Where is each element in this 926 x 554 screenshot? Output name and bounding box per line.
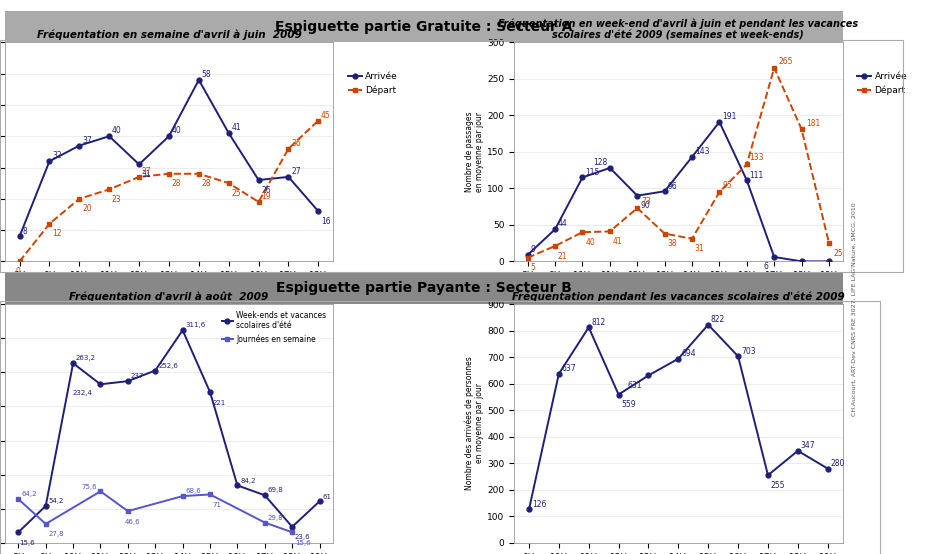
Legend: Arrivée, Départ: Arrivée, Départ [854, 69, 911, 99]
Text: 41: 41 [613, 237, 622, 246]
Text: 28: 28 [202, 179, 211, 188]
Text: 16: 16 [321, 217, 331, 226]
Text: 559: 559 [621, 400, 636, 409]
Legend: Week-ends et vacances
scolaires d'été, Journées en semaine: Week-ends et vacances scolaires d'été, J… [219, 308, 330, 347]
Title: Fréquentation d'avril à août  2009: Fréquentation d'avril à août 2009 [69, 291, 269, 302]
Text: 40: 40 [585, 238, 595, 247]
Text: 23: 23 [112, 195, 121, 204]
Text: 5: 5 [531, 263, 535, 272]
Text: 27: 27 [292, 167, 301, 176]
Text: 95: 95 [722, 181, 732, 190]
Text: 37: 37 [82, 136, 92, 145]
Text: 0: 0 [16, 267, 20, 276]
Y-axis label: Nombre de passages
en moyenne par jour: Nombre de passages en moyenne par jour [465, 111, 484, 192]
Text: 19: 19 [261, 192, 271, 201]
Text: 280: 280 [831, 459, 845, 468]
Text: 96: 96 [668, 182, 677, 191]
Text: 32: 32 [52, 151, 62, 161]
Text: 311,6: 311,6 [185, 322, 206, 329]
Text: Espiguette partie Payante : Secteur B: Espiguette partie Payante : Secteur B [276, 281, 571, 295]
Text: 263,2: 263,2 [76, 356, 96, 362]
Text: 27: 27 [142, 167, 152, 176]
Text: 20: 20 [82, 204, 92, 213]
Text: 54,2: 54,2 [48, 498, 64, 504]
Text: 26: 26 [261, 186, 271, 194]
Text: 40: 40 [171, 126, 181, 135]
Text: 45: 45 [321, 111, 331, 120]
Text: 28: 28 [171, 179, 181, 188]
Text: 265: 265 [779, 57, 793, 66]
Text: 252,6: 252,6 [158, 363, 178, 369]
Title: Fréquentation en week-end d'avril à juin et pendant les vacances
scolaires d'été: Fréquentation en week-end d'avril à juin… [498, 18, 858, 40]
Text: 23,6: 23,6 [295, 534, 310, 540]
Text: 25: 25 [232, 189, 241, 198]
Text: Espiguette partie Gratuite : Secteur A: Espiguette partie Gratuite : Secteur A [275, 20, 572, 34]
Text: 41: 41 [232, 124, 241, 132]
Text: 637: 637 [561, 364, 576, 373]
Text: 128: 128 [594, 158, 607, 167]
Text: 111: 111 [749, 171, 764, 179]
Text: 90: 90 [640, 201, 650, 210]
Title: Fréquentation en semaine d'avril à juin  2009: Fréquentation en semaine d'avril à juin … [36, 30, 301, 40]
Text: 181: 181 [806, 120, 820, 129]
Text: 6: 6 [763, 263, 768, 271]
Text: 27,8: 27,8 [48, 531, 64, 537]
Text: 221: 221 [213, 399, 226, 406]
Text: 21: 21 [557, 252, 568, 260]
Text: 347: 347 [801, 441, 815, 450]
Text: 46,6: 46,6 [125, 519, 141, 525]
Text: 703: 703 [741, 347, 756, 356]
Text: 15,6: 15,6 [295, 540, 310, 546]
Text: 73: 73 [642, 197, 651, 206]
Text: Passages = arrivées et départs: Passages = arrivées et départs [723, 292, 843, 301]
Text: 36: 36 [292, 139, 301, 148]
Text: 25: 25 [833, 249, 843, 258]
Text: 69,8: 69,8 [268, 488, 283, 494]
Title: Fréquentation pendant les vacances scolaires d'été 2009: Fréquentation pendant les vacances scola… [512, 291, 845, 302]
Text: 71: 71 [213, 502, 222, 508]
Text: 822: 822 [711, 315, 725, 324]
Text: 126: 126 [532, 500, 546, 509]
Text: 255: 255 [770, 481, 785, 490]
Legend: Arrivée, Départ: Arrivée, Départ [344, 69, 402, 99]
Text: 133: 133 [749, 153, 764, 162]
Text: 191: 191 [722, 112, 736, 121]
Y-axis label: Nombre des arrivées de personnes
en moyenne par jour: Nombre des arrivées de personnes en moye… [464, 357, 484, 490]
Text: CH.Aucourt, ART-Dev CNRS FRE 3027, LIFE LAG'Nature, SMCG, 2010: CH.Aucourt, ART-Dev CNRS FRE 3027, LIFE … [851, 202, 857, 416]
Text: 694: 694 [682, 349, 695, 358]
Text: 631: 631 [628, 381, 642, 390]
Text: 68,6: 68,6 [185, 488, 201, 494]
Text: 115: 115 [585, 168, 600, 177]
Text: 143: 143 [694, 147, 709, 156]
Text: 232,4: 232,4 [73, 391, 93, 397]
Text: 64,2: 64,2 [21, 491, 37, 497]
Text: 8: 8 [22, 227, 27, 235]
Text: 12: 12 [52, 229, 62, 238]
Text: 84,2: 84,2 [240, 478, 256, 484]
Text: 237: 237 [131, 373, 144, 379]
Text: 15,6: 15,6 [19, 540, 35, 546]
Text: 58: 58 [202, 70, 211, 79]
Text: 38: 38 [668, 239, 677, 248]
Text: 75,6: 75,6 [81, 484, 96, 490]
Text: 61: 61 [322, 494, 332, 500]
Text: 44: 44 [557, 219, 568, 228]
Text: 29,8: 29,8 [268, 515, 283, 521]
Text: 31: 31 [694, 244, 705, 253]
Text: 9: 9 [531, 245, 535, 254]
Text: Passages = arrivées et départs: Passages = arrivées et départs [214, 292, 333, 301]
Text: 812: 812 [592, 317, 606, 327]
Text: 40: 40 [112, 126, 121, 135]
Text: 31: 31 [142, 170, 152, 179]
